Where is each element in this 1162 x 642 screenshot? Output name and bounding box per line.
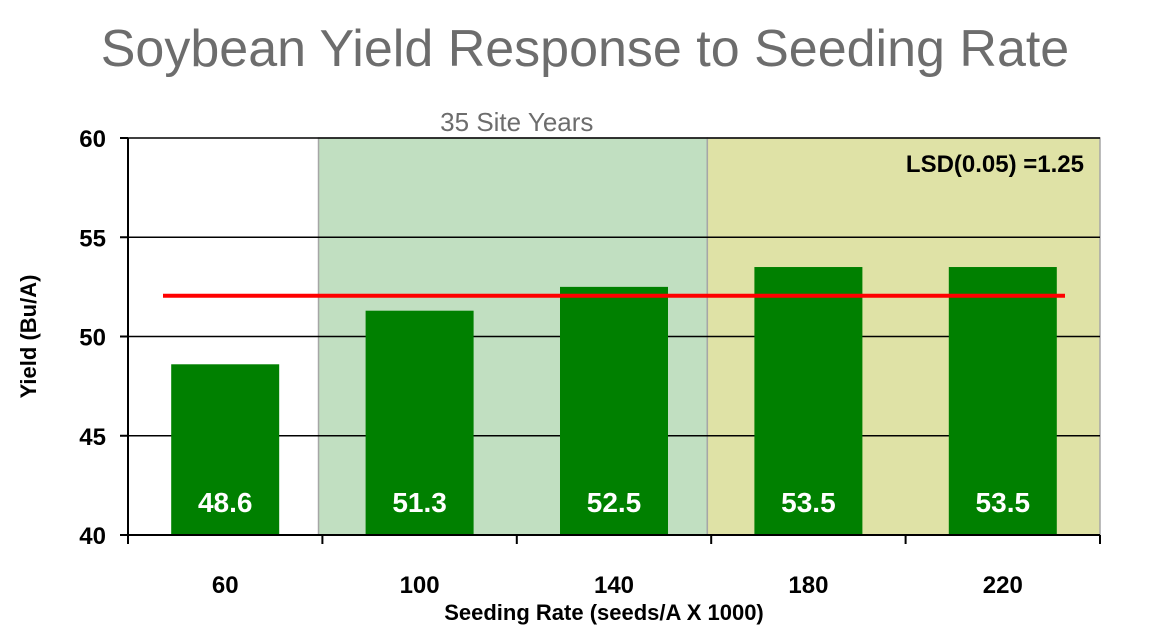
data-label-220: 53.5 — [976, 487, 1031, 518]
bar-140 — [560, 286, 668, 535]
y-tick-label-50: 50 — [79, 325, 106, 352]
data-label-180: 53.5 — [781, 487, 836, 518]
y-tick-label-40: 40 — [79, 523, 106, 550]
data-label-100: 51.3 — [392, 487, 447, 518]
bars — [171, 267, 1057, 535]
chart-subtitle: 35 Site Years — [440, 107, 593, 137]
bar-220 — [948, 267, 1057, 535]
x-tick-label-60: 60 — [212, 572, 239, 599]
data-labels: 48.6 51.3 52.5 53.5 53.5 — [198, 487, 1030, 518]
y-axis-label: Yield (Bu/A) — [16, 275, 41, 399]
y-tick-label-45: 45 — [79, 424, 106, 451]
x-tick-label-100: 100 — [400, 572, 440, 599]
bar-180 — [754, 267, 863, 535]
x-axis-label: Seeding Rate (seeds/A X 1000) — [444, 600, 764, 625]
data-label-60: 48.6 — [198, 487, 253, 518]
y-tick-label-60: 60 — [79, 126, 106, 153]
bar-100 — [365, 310, 474, 535]
y-tick-label-55: 55 — [79, 225, 106, 252]
x-tick-label-140: 140 — [594, 572, 634, 599]
chart-title: Soybean Yield Response to Seeding Rate — [101, 20, 1069, 78]
bar-60 — [171, 364, 280, 535]
x-tick-label-220: 220 — [983, 572, 1023, 599]
x-tick-label-180: 180 — [788, 572, 828, 599]
data-label-140: 52.5 — [587, 487, 642, 518]
y-tick-labels: 40 45 50 55 60 — [79, 126, 106, 550]
x-tick-labels: 60 100 140 180 220 — [212, 572, 1023, 599]
axes — [120, 137, 1101, 544]
lsd-annotation: LSD(0.05) =1.25 — [906, 151, 1084, 178]
